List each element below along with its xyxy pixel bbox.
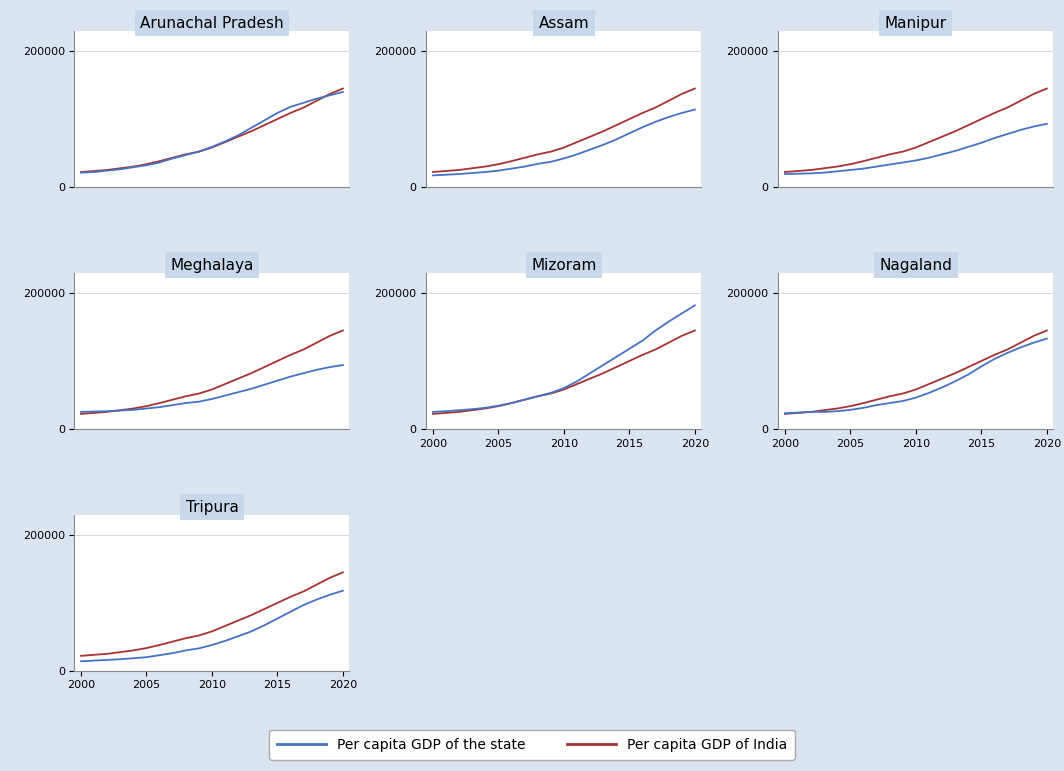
Title: Assam: Assam xyxy=(538,16,589,31)
Title: Nagaland: Nagaland xyxy=(880,258,952,273)
Title: Arunachal Pradesh: Arunachal Pradesh xyxy=(140,16,284,31)
Title: Meghalaya: Meghalaya xyxy=(170,258,253,273)
Title: Manipur: Manipur xyxy=(885,16,947,31)
Title: Mizoram: Mizoram xyxy=(531,258,597,273)
Legend: Per capita GDP of the state, Per capita GDP of India: Per capita GDP of the state, Per capita … xyxy=(269,729,795,760)
Title: Tripura: Tripura xyxy=(185,500,238,515)
